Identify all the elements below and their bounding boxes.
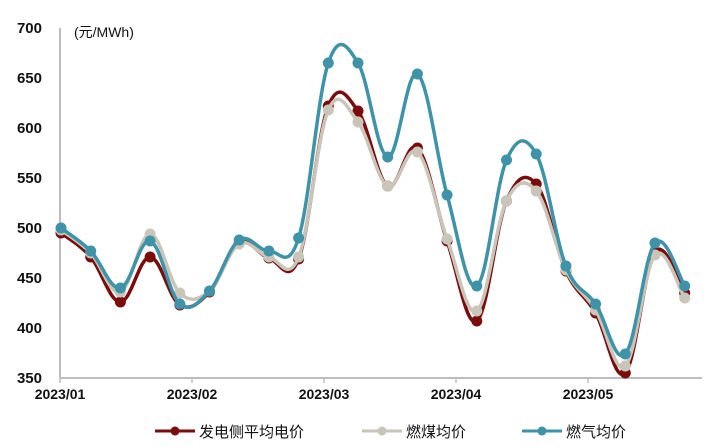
series-group [55, 42, 691, 379]
data-point [471, 280, 483, 292]
data-point [530, 148, 542, 160]
data-point [619, 348, 631, 360]
data-point [441, 189, 453, 201]
data-point [382, 151, 394, 163]
data-point [293, 251, 305, 263]
data-point [322, 57, 334, 69]
data-point [85, 245, 97, 257]
legend-marker-icon [155, 426, 195, 436]
y-tick-label: 400 [17, 320, 42, 337]
data-point [204, 285, 215, 297]
data-point [411, 146, 423, 158]
series-gas-avg [55, 42, 691, 360]
data-point [501, 195, 512, 207]
data-point [322, 104, 334, 116]
y-axis: 350 400 450 500 550 600 650 700 [17, 20, 61, 387]
data-point [144, 235, 156, 247]
x-tick-label: 2023/01 [35, 386, 86, 402]
series-coal-avg [55, 97, 691, 372]
legend-label: 燃气均价 [566, 422, 627, 441]
x-tick-label: 2023/04 [431, 386, 482, 402]
data-point [114, 296, 126, 308]
data-point [352, 105, 364, 117]
data-point [411, 68, 423, 80]
data-point [352, 57, 364, 69]
data-point [471, 315, 483, 327]
data-point [471, 305, 483, 317]
x-tick-label: 2023/03 [299, 386, 350, 402]
data-point [293, 232, 305, 244]
data-point [590, 298, 602, 310]
data-point [263, 245, 275, 257]
data-point [144, 251, 156, 263]
data-point [649, 237, 661, 249]
legend-item-gas[interactable]: 燃气均价 [522, 421, 626, 442]
data-point [382, 180, 394, 192]
data-point [530, 185, 542, 197]
legend-label: 燃煤均价 [406, 422, 467, 441]
data-point [233, 234, 245, 246]
data-point [114, 282, 126, 294]
y-tick-label: 350 [17, 370, 42, 387]
data-point [501, 154, 512, 166]
data-point [352, 116, 364, 128]
x-tick-label: 2023/05 [563, 386, 614, 402]
x-tick-label: 2023/02 [167, 386, 218, 402]
legend-marker-icon [522, 426, 563, 436]
y-tick-label: 650 [17, 70, 42, 87]
y-tick-label: 550 [17, 170, 42, 187]
x-axis: 2023/01 2023/02 2023/03 2023/04 2023/05 [35, 377, 702, 402]
data-point [55, 222, 67, 234]
data-point [679, 280, 691, 292]
legend-marker-icon [362, 426, 403, 436]
unit-label: (元/MWh) [74, 24, 134, 40]
data-point [174, 287, 186, 299]
data-point [174, 298, 186, 310]
data-point [679, 292, 691, 304]
legend-item-power[interactable]: 发电侧平均电价 [155, 421, 304, 442]
y-tick-label: 450 [17, 270, 42, 287]
y-tick-label: 700 [17, 20, 42, 37]
legend-label: 发电侧平均电价 [199, 422, 305, 441]
legend-item-coal[interactable]: 燃煤均价 [362, 421, 466, 442]
data-point [441, 233, 453, 245]
y-tick-label: 500 [17, 220, 42, 237]
y-tick-label: 600 [17, 120, 42, 137]
legend: 发电侧平均电价 燃煤均价 燃气均价 [155, 418, 654, 444]
data-point [560, 260, 572, 272]
data-point [619, 360, 631, 372]
